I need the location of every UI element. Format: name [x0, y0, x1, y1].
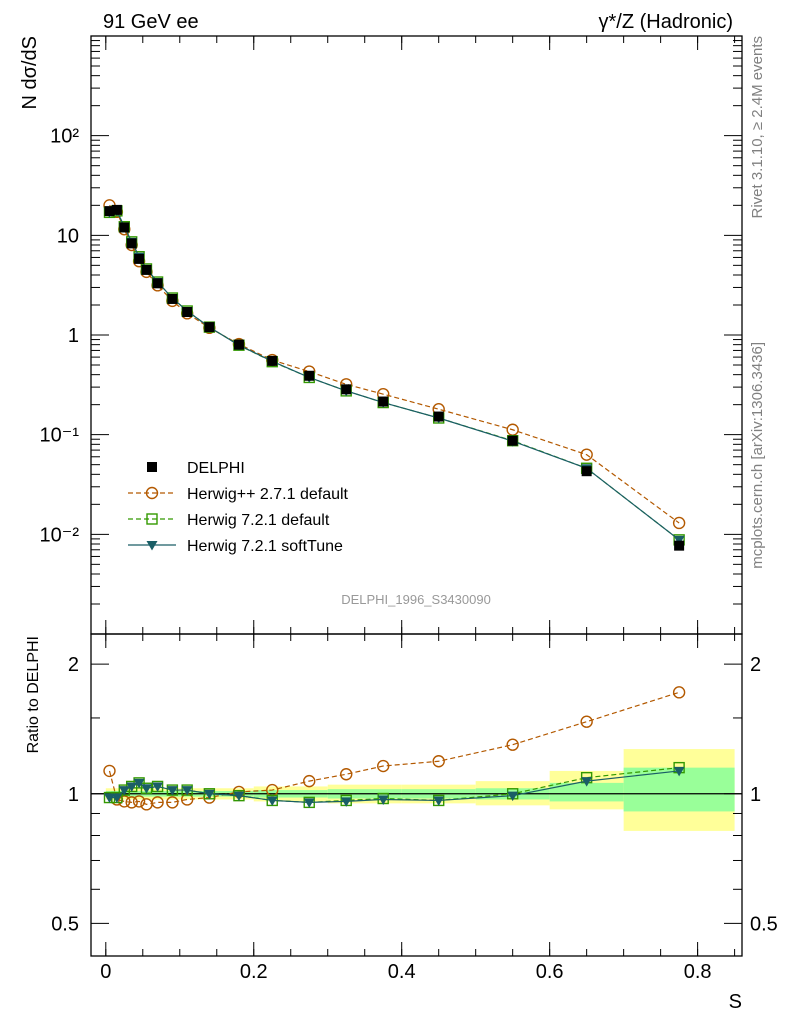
- y-tick-label: 10²: [50, 126, 79, 148]
- ratio-point-herwig-2-7-1-default: [506, 738, 519, 751]
- point-delphi: [182, 307, 193, 318]
- y-tick-label: 10⁻¹: [40, 425, 80, 447]
- x-tick-label: 0.8: [684, 961, 712, 983]
- ratio-point-herwig-7-2-1-softtune: [266, 796, 278, 806]
- source-note: mcplots.cern.ch [arXiv:1306.3436]: [749, 342, 766, 569]
- ratio-point-herwig-2-7-1-default: [166, 796, 179, 809]
- ratio-point-herwig-7-2-1-softtune: [152, 782, 164, 792]
- point-delphi: [152, 278, 163, 289]
- ratio-point-herwig-7-2-1-softtune: [203, 789, 215, 800]
- ratio-point-herwig-7-2-1-softtune: [118, 786, 130, 796]
- x-tick-label: 0.4: [388, 961, 416, 983]
- ratio-point-herwig-2-7-1-default: [377, 759, 390, 773]
- ratio-point-herwig-7-2-1-softtune: [303, 798, 315, 808]
- ratio-tick-label-right: 2: [750, 654, 761, 676]
- point-delphi: [104, 206, 115, 217]
- point-herwig-7-2-1-softtune: [673, 535, 685, 546]
- main-series-layer: [103, 199, 686, 551]
- point-delphi: [126, 238, 137, 249]
- ratio-point-herwig-2-7-1-default: [125, 796, 138, 809]
- point-delphi: [581, 466, 592, 477]
- ratio-point-herwig-2-7-1-default: [340, 768, 353, 781]
- ratio-tick-label-right: 0.5: [750, 913, 778, 935]
- ratio-band-inner: [549, 782, 624, 802]
- legend: DELPHI Herwig++ 2.7.1 default Herwig 7.2.1…: [128, 460, 349, 555]
- point-delphi: [507, 435, 518, 446]
- rivet-note: Rivet 3.1.10, ≥ 2.4M events: [749, 36, 766, 219]
- point-delphi: [167, 293, 178, 304]
- ratio-point-herwig-7-2-1-softtune: [581, 777, 593, 787]
- ratio-point-herwig-7-2-1-softtune: [340, 797, 352, 807]
- ratio-point-herwig-2-7-1-default: [151, 796, 164, 809]
- legend-label-herwig-7-2-1-default: Herwig 7.2.1 default: [187, 512, 330, 529]
- ratio-point-herwig-7-2-1-softtune: [140, 784, 152, 794]
- y-axis-title: N dσ/dS: [19, 36, 41, 110]
- analysis-tag: DELPHI_1996_S3430090: [341, 592, 491, 607]
- legend-marker-delphi: [147, 462, 157, 472]
- ratio-point-herwig-2-7-1-default: [580, 715, 593, 728]
- point-delphi: [233, 339, 244, 350]
- point-delphi: [341, 384, 352, 395]
- ratio-tick-label: 0.5: [51, 913, 79, 935]
- ratio-axis-title: Ratio to DELPHI: [25, 636, 42, 753]
- ratio-point-herwig-7-2-1-softtune: [433, 796, 445, 806]
- ratio-point-herwig-7-2-1-softtune: [133, 778, 145, 789]
- ratio-tick-label: 1: [68, 784, 79, 806]
- x-tick-label: 0: [100, 961, 111, 983]
- ratio-point-herwig-2-7-1-default: [672, 686, 686, 699]
- ratio-point-herwig-2-7-1-default: [432, 755, 445, 768]
- point-herwig-2-7-1-default: [672, 516, 686, 530]
- ratio-point-herwig-2-7-1-default: [132, 795, 146, 808]
- point-delphi: [134, 253, 145, 264]
- ratio-point-herwig-7-2-1-softtune: [507, 791, 519, 802]
- ratio-point-herwig-7-2-1-softtune: [166, 786, 178, 796]
- y-tick-label: 10⁻²: [40, 524, 80, 546]
- ratio-point-herwig-7-2-1-softtune: [103, 793, 115, 804]
- channel-label: γ*/Z (Hadronic): [599, 11, 733, 33]
- point-delphi: [674, 540, 685, 551]
- ratio-tick-label: 2: [68, 654, 79, 676]
- point-delphi: [141, 264, 152, 275]
- x-tick-label: 0.6: [536, 961, 564, 983]
- process-label: 91 GeV ee: [103, 11, 199, 33]
- point-delphi: [304, 370, 315, 381]
- y-tick-label: 10: [57, 225, 79, 247]
- x-axis-title: S: [729, 991, 742, 1013]
- ratio-point-herwig-2-7-1-default: [103, 764, 116, 778]
- axis-ticks: 0 0.2 0.4 0.6 0.8 10⁻² 10⁻¹ 1 10 10² 0.5 0.5 1 1 2 2: [40, 36, 778, 983]
- point-herwig-2-7-1-default: [580, 448, 593, 461]
- y-tick-label: 1: [68, 325, 79, 347]
- point-delphi: [119, 222, 130, 233]
- point-delphi: [267, 355, 278, 366]
- ratio-point-herwig-7-2-1-softtune: [377, 795, 389, 805]
- point-delphi: [433, 411, 444, 422]
- point-delphi: [111, 204, 122, 215]
- legend-marker-herwig-2-7-1-default: [145, 486, 159, 500]
- point-delphi: [204, 322, 215, 333]
- ratio-series-layer: [103, 686, 686, 811]
- ratio-point-herwig-7-2-1-softtune: [181, 786, 193, 796]
- ratio-point-herwig-7-2-1-softtune: [111, 793, 123, 804]
- x-tick-label: 0.2: [240, 961, 268, 983]
- ratio-point-herwig-7-2-1-softtune: [673, 766, 685, 777]
- legend-label-herwig-7-2-1-softtune: Herwig 7.2.1 softTune: [187, 538, 343, 555]
- legend-label-herwig-2-7-1-default: Herwig++ 2.7.1 default: [187, 486, 349, 503]
- point-delphi: [378, 396, 389, 407]
- ratio-point-herwig-2-7-1-default: [303, 774, 316, 788]
- ratio-point-herwig-7-2-1-softtune: [126, 782, 138, 792]
- legend-label-delphi: DELPHI: [187, 460, 245, 477]
- legend-marker-herwig-7-2-1-softtune: [146, 541, 158, 551]
- ratio-point-herwig-7-2-1-softtune: [233, 791, 245, 802]
- ratio-panel-frame: [90, 633, 743, 957]
- legend-marker-herwig-7-2-1-default: [146, 513, 158, 525]
- ratio-tick-label-right: 1: [750, 784, 761, 806]
- ratio-point-herwig-2-7-1-default: [118, 795, 131, 808]
